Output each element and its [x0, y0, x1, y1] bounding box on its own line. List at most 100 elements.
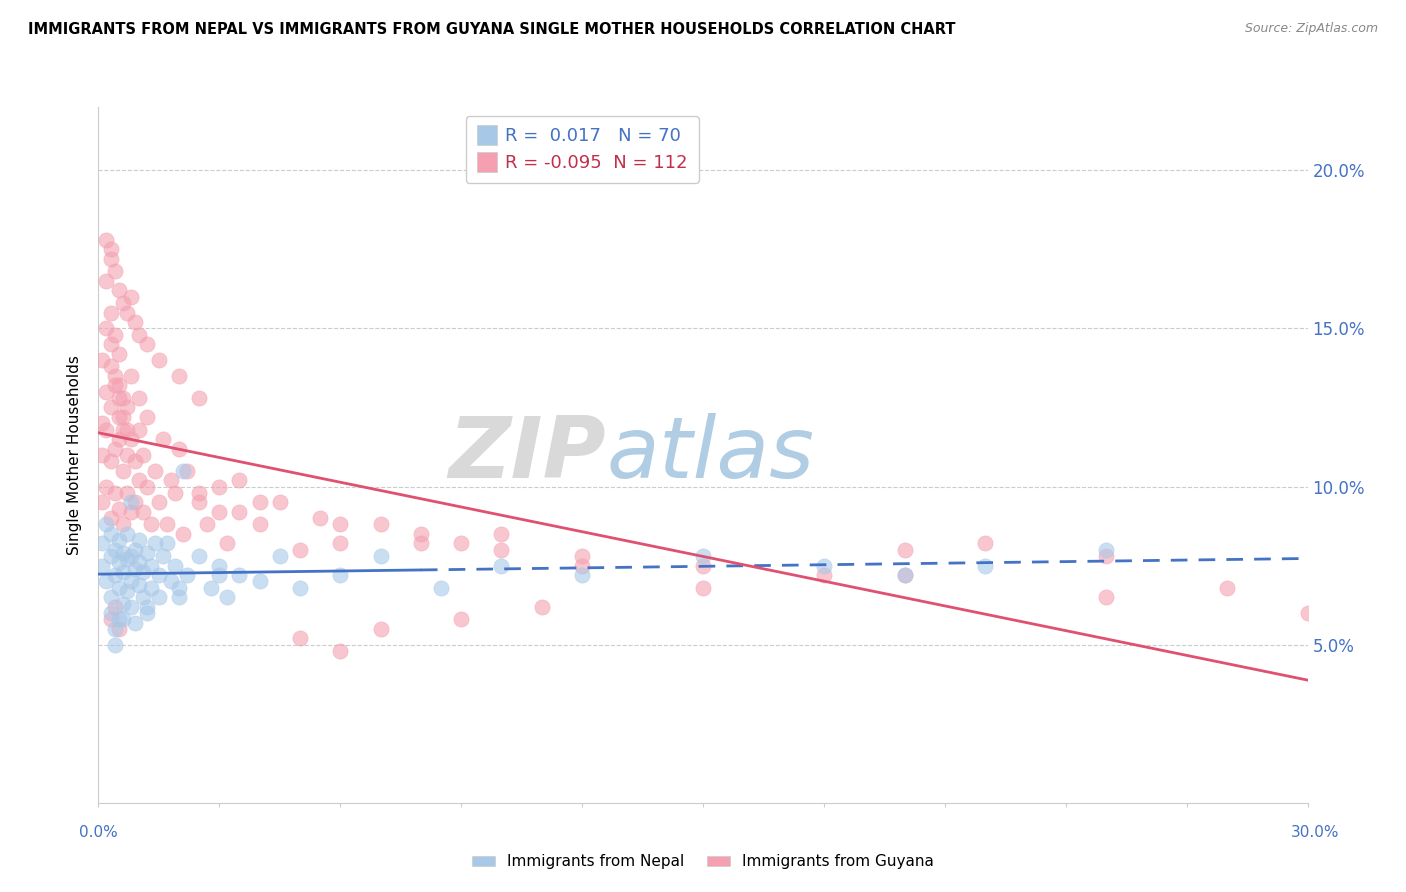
Point	[571, 568, 593, 582]
Point	[128, 533, 150, 548]
Point	[111, 517, 134, 532]
Legend: R =  0.017   N = 70, R = -0.095  N = 112: R = 0.017 N = 70, R = -0.095 N = 112	[465, 116, 699, 183]
Point	[124, 542, 146, 557]
Point	[124, 315, 146, 329]
Point	[228, 473, 250, 487]
Point	[124, 454, 146, 468]
Point	[91, 495, 114, 509]
Point	[329, 644, 352, 658]
Point	[100, 401, 122, 415]
Point	[100, 243, 122, 257]
Text: ZIP: ZIP	[449, 413, 606, 497]
Point	[172, 527, 194, 541]
Point	[132, 505, 155, 519]
Point	[167, 591, 190, 605]
Text: Source: ZipAtlas.com: Source: ZipAtlas.com	[1244, 22, 1378, 36]
Point	[100, 305, 122, 319]
Point	[91, 558, 114, 573]
Point	[115, 583, 138, 598]
Point	[143, 536, 166, 550]
Point	[692, 558, 714, 573]
Point	[450, 612, 472, 626]
Point	[1095, 549, 1118, 563]
Point	[111, 546, 134, 560]
Point	[103, 368, 125, 383]
Point	[107, 581, 129, 595]
Point	[156, 536, 179, 550]
Point	[813, 568, 835, 582]
Point	[103, 542, 125, 557]
Point	[128, 391, 150, 405]
Point	[115, 305, 138, 319]
Text: 30.0%: 30.0%	[1291, 825, 1339, 840]
Point	[160, 473, 183, 487]
Point	[132, 565, 155, 579]
Point	[103, 327, 125, 342]
Point	[370, 517, 392, 532]
Point	[96, 274, 118, 288]
Point	[107, 409, 129, 424]
Point	[103, 638, 125, 652]
Point	[96, 384, 118, 399]
Point	[491, 558, 513, 573]
Point	[176, 568, 198, 582]
Point	[309, 511, 332, 525]
Point	[111, 391, 134, 405]
Point	[450, 536, 472, 550]
Point	[228, 568, 250, 582]
Point	[111, 612, 134, 626]
Point	[100, 511, 122, 525]
Point	[1296, 606, 1319, 620]
Point	[139, 558, 162, 573]
Point	[249, 574, 271, 589]
Point	[107, 284, 129, 298]
Point	[176, 464, 198, 478]
Point	[111, 296, 134, 310]
Point	[111, 409, 134, 424]
Point	[370, 549, 392, 563]
Point	[893, 568, 915, 582]
Point	[135, 599, 157, 614]
Point	[120, 495, 142, 509]
Point	[128, 473, 150, 487]
Point	[100, 454, 122, 468]
Point	[329, 568, 352, 582]
Point	[188, 549, 211, 563]
Point	[172, 464, 194, 478]
Point	[163, 486, 186, 500]
Point	[530, 599, 553, 614]
Point	[100, 252, 122, 266]
Point	[160, 574, 183, 589]
Point	[1095, 591, 1118, 605]
Point	[200, 581, 222, 595]
Text: IMMIGRANTS FROM NEPAL VS IMMIGRANTS FROM GUYANA SINGLE MOTHER HOUSEHOLDS CORRELA: IMMIGRANTS FROM NEPAL VS IMMIGRANTS FROM…	[28, 22, 956, 37]
Point	[571, 558, 593, 573]
Point	[692, 581, 714, 595]
Point	[188, 486, 211, 500]
Point	[124, 615, 146, 630]
Point	[370, 622, 392, 636]
Point	[188, 391, 211, 405]
Point	[893, 542, 915, 557]
Point	[893, 568, 915, 582]
Point	[115, 486, 138, 500]
Point	[152, 549, 174, 563]
Point	[269, 495, 291, 509]
Text: 0.0%: 0.0%	[79, 825, 118, 840]
Point	[491, 527, 513, 541]
Point	[115, 401, 138, 415]
Point	[107, 347, 129, 361]
Point	[107, 391, 129, 405]
Point	[107, 622, 129, 636]
Point	[813, 558, 835, 573]
Point	[167, 368, 190, 383]
Point	[288, 542, 311, 557]
Point	[152, 432, 174, 446]
Point	[148, 495, 170, 509]
Point	[111, 464, 134, 478]
Point	[124, 495, 146, 509]
Point	[148, 353, 170, 368]
Point	[96, 479, 118, 493]
Point	[128, 423, 150, 437]
Point	[103, 378, 125, 392]
